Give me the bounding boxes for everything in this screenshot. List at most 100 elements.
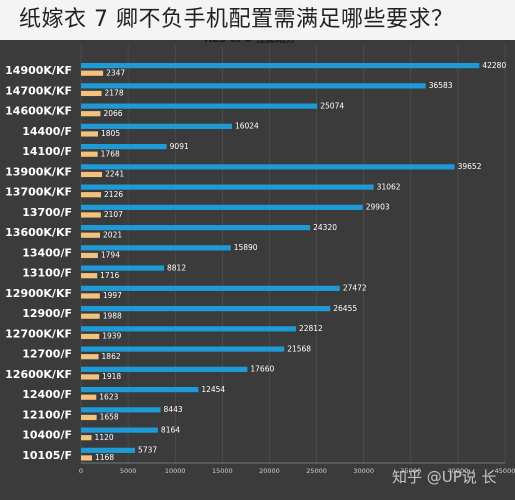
bar-single-core bbox=[81, 273, 98, 279]
data-label-single-core: 2107 bbox=[104, 210, 123, 219]
data-label-multi-core: 29903 bbox=[366, 203, 390, 212]
bar-multi-core bbox=[81, 83, 426, 89]
banner-title: 纸嫁衣 7 卿不负手机配置需满足哪些要求？ bbox=[19, 7, 454, 32]
bar-single-core bbox=[81, 435, 92, 441]
bar-single-core bbox=[81, 394, 97, 400]
bar-multi-core bbox=[81, 346, 285, 352]
bar-multi-core bbox=[81, 265, 165, 271]
bar-single-core bbox=[81, 151, 98, 157]
data-label-multi-core: 15890 bbox=[234, 243, 258, 252]
data-label-multi-core: 8443 bbox=[164, 405, 183, 414]
bar-single-core bbox=[81, 313, 100, 319]
bar-single-core bbox=[81, 131, 99, 137]
bar-single-core bbox=[81, 354, 99, 360]
category-label: 13600K/KF bbox=[5, 226, 72, 239]
bar-multi-core bbox=[81, 123, 232, 129]
data-label-single-core: 1658 bbox=[100, 413, 119, 422]
data-label-single-core: 1120 bbox=[95, 433, 114, 442]
data-label-multi-core: 42280 bbox=[482, 61, 506, 70]
bar-multi-core bbox=[81, 63, 480, 69]
bar-multi-core bbox=[81, 184, 374, 190]
bar-multi-core bbox=[81, 306, 331, 312]
category-label: 14600K/KF bbox=[5, 105, 72, 118]
data-label-multi-core: 31062 bbox=[377, 182, 401, 191]
x-tick-label: 30000 bbox=[353, 467, 374, 475]
bar-multi-core bbox=[81, 407, 161, 413]
x-tick-label: 15000 bbox=[212, 467, 233, 475]
category-label: 14900K/KF bbox=[5, 64, 72, 77]
category-label: 13400/F bbox=[22, 246, 72, 259]
watermark: 知乎 @UP说 长 bbox=[392, 468, 497, 486]
bar-single-core bbox=[81, 212, 101, 218]
bar-multi-core bbox=[81, 144, 167, 150]
bar-multi-core bbox=[81, 427, 158, 433]
x-tick-label: 45000 bbox=[495, 467, 515, 475]
data-label-multi-core: 25074 bbox=[320, 101, 344, 110]
category-label: 13700/F bbox=[22, 206, 72, 219]
data-label-multi-core: 8812 bbox=[167, 263, 186, 272]
category-label: 14400/F bbox=[22, 125, 72, 138]
x-tick-label: 0 bbox=[79, 467, 83, 475]
bar-single-core bbox=[81, 232, 101, 238]
bar-single-core bbox=[81, 70, 104, 76]
x-tick-label: 5000 bbox=[120, 467, 137, 475]
data-label-multi-core: 12454 bbox=[201, 385, 225, 394]
category-label: 12700K/KF bbox=[5, 327, 72, 340]
x-tick-label: 40000 bbox=[448, 467, 469, 475]
bar-multi-core bbox=[81, 447, 136, 453]
category-label: 12600K/KF bbox=[5, 368, 72, 381]
data-label-single-core: 2241 bbox=[105, 170, 124, 179]
data-label-multi-core: 8164 bbox=[161, 425, 180, 434]
data-label-single-core: 1623 bbox=[99, 392, 118, 401]
data-label-single-core: 1918 bbox=[102, 372, 121, 381]
data-label-multi-core: 22812 bbox=[299, 324, 323, 333]
data-label-single-core: 1805 bbox=[101, 129, 120, 138]
data-label-single-core: 2021 bbox=[103, 230, 122, 239]
bar-multi-core bbox=[81, 225, 311, 231]
category-label: 12400/F bbox=[22, 388, 72, 401]
top-banner: 纸嫁衣 7 卿不负手机配置需满足哪些要求？ bbox=[0, 0, 515, 40]
data-label-multi-core: 36583 bbox=[429, 81, 453, 90]
category-label: 12700/F bbox=[22, 348, 72, 361]
data-label-multi-core: 5737 bbox=[138, 446, 157, 455]
data-label-multi-core: 16024 bbox=[235, 122, 259, 131]
category-label: 13100/F bbox=[22, 267, 72, 280]
bar-multi-core bbox=[81, 204, 363, 210]
bar-multi-core bbox=[81, 103, 318, 109]
data-label-single-core: 1168 bbox=[95, 453, 114, 462]
data-label-multi-core: 27472 bbox=[343, 284, 367, 293]
data-label-single-core: 2347 bbox=[106, 68, 125, 77]
data-label-multi-core: 39652 bbox=[458, 162, 482, 171]
data-label-single-core: 1988 bbox=[103, 311, 122, 320]
data-label-multi-core: 17660 bbox=[250, 365, 274, 374]
bar-multi-core bbox=[81, 245, 231, 251]
x-tick-label: 10000 bbox=[165, 467, 186, 475]
data-label-single-core: 1862 bbox=[102, 352, 121, 361]
category-label: 13900K/KF bbox=[5, 165, 72, 178]
data-label-single-core: 1794 bbox=[101, 251, 120, 260]
data-label-multi-core: 26455 bbox=[333, 304, 357, 313]
x-tick-label: 35000 bbox=[400, 467, 421, 475]
bar-single-core bbox=[81, 192, 102, 198]
category-label: 12900/F bbox=[22, 307, 72, 320]
data-label-single-core: 1939 bbox=[102, 332, 121, 341]
x-tick-label: 25000 bbox=[306, 467, 327, 475]
category-label: 12100/F bbox=[22, 408, 72, 421]
category-label: 12900K/KF bbox=[5, 287, 72, 300]
bar-single-core bbox=[81, 414, 97, 421]
category-label: 10400/F bbox=[22, 429, 72, 442]
bar-multi-core bbox=[81, 285, 340, 291]
bar-single-core bbox=[81, 455, 93, 461]
data-label-single-core: 2066 bbox=[103, 109, 122, 118]
x-tick-label: 20000 bbox=[259, 467, 280, 475]
category-label: 14100/F bbox=[22, 145, 72, 158]
bar-single-core bbox=[81, 171, 103, 178]
data-label-single-core: 2178 bbox=[105, 89, 124, 98]
data-label-multi-core: 9091 bbox=[170, 142, 189, 151]
data-label-multi-core: 21568 bbox=[287, 344, 311, 353]
bar-single-core bbox=[81, 293, 100, 299]
bar-single-core bbox=[81, 333, 100, 340]
bar-single-core bbox=[81, 111, 101, 117]
